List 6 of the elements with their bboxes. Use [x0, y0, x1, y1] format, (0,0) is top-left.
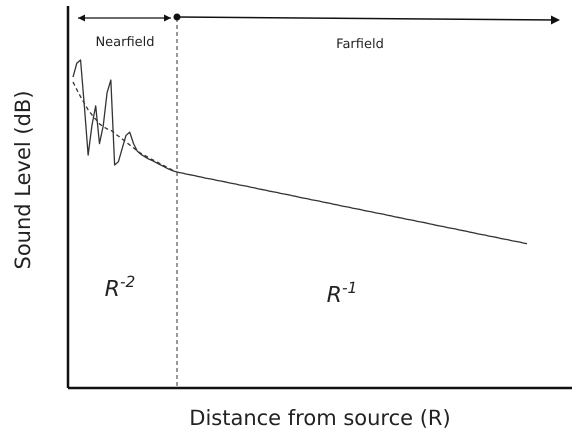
annotation: R$^{-1}$	[326, 279, 358, 308]
annotation: R$^{-2}$	[104, 273, 136, 302]
x-axis-title: Distance from source (R)	[189, 406, 451, 430]
text: Farfield	[336, 37, 384, 52]
y-axis-title: Sound Level (dB)	[11, 90, 35, 270]
text: Nearfield	[95, 35, 155, 50]
